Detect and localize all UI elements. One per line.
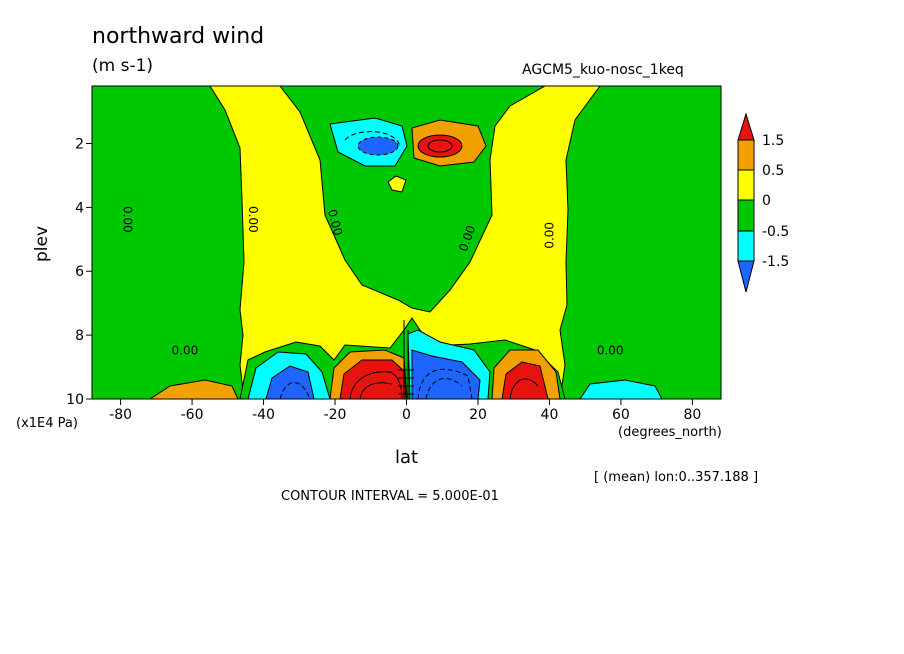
field-yellow-island bbox=[387, 175, 407, 193]
contour-field bbox=[92, 86, 721, 399]
y-tick-label: 6 bbox=[75, 264, 84, 280]
x-axis-label: lat bbox=[395, 447, 419, 468]
y-axis-unit: (x1E4 Pa) bbox=[16, 416, 78, 431]
field-orange-lower-left bbox=[149, 379, 239, 399]
colorbar-box bbox=[737, 199, 755, 232]
colorbar-label: 1.5 bbox=[762, 133, 784, 149]
field-green-north bbox=[559, 86, 721, 399]
x-tick-label: 20 bbox=[469, 407, 487, 423]
x-axis: -80 -60 -40 -20 0 20 40 60 80 bbox=[109, 399, 701, 423]
y-tick-label: 10 bbox=[66, 392, 84, 408]
contour-interval: CONTOUR INTERVAL = 5.000E-01 bbox=[281, 489, 499, 504]
y-tick-label: 2 bbox=[75, 136, 84, 152]
y-tick-label: 4 bbox=[75, 200, 84, 216]
field-blue-upper bbox=[357, 136, 399, 156]
field-cyan-lower-right bbox=[579, 379, 663, 399]
contour-label: 0.00 bbox=[172, 343, 199, 357]
contour-label: 0.00 bbox=[246, 206, 260, 233]
x-tick-label: 40 bbox=[541, 407, 559, 423]
x-tick-label: -80 bbox=[109, 407, 132, 423]
solid-contours bbox=[349, 139, 539, 399]
colorbar: 1.5 0.5 0 -0.5 -1.5 bbox=[737, 112, 789, 293]
y-axis: 2 4 6 8 10 bbox=[66, 136, 92, 408]
colorbar-label: -1.5 bbox=[762, 254, 789, 270]
x-tick-label: 60 bbox=[612, 407, 630, 423]
field-blue-lower-left bbox=[265, 365, 315, 399]
field-green-south bbox=[92, 86, 245, 399]
field-red-lower-right bbox=[501, 361, 549, 399]
x-tick-label: 80 bbox=[683, 407, 701, 423]
colorbar-box bbox=[737, 169, 755, 201]
x-tick-label: 0 bbox=[402, 407, 411, 423]
dataset-name: AGCM5_kuo-nosc_1keq bbox=[522, 62, 684, 78]
x-axis-unit: (degrees_north) bbox=[618, 425, 722, 440]
colorbar-label: 0.5 bbox=[762, 163, 784, 179]
x-tick-label: -20 bbox=[324, 407, 347, 423]
chart-units: (m s-1) bbox=[92, 56, 154, 76]
equator-hatch bbox=[398, 320, 414, 399]
contour-label: 0.00 bbox=[325, 208, 345, 237]
colorbar-cap-top bbox=[737, 112, 755, 141]
y-tick-label: 8 bbox=[75, 328, 84, 344]
dashed-contours bbox=[279, 131, 473, 399]
mean-note: [ (mean) lon:0..357.188 ] bbox=[594, 470, 759, 485]
contour-label: 0.00 bbox=[542, 222, 556, 249]
field-blue-lower-center bbox=[411, 349, 481, 399]
colorbar-cap-bottom bbox=[737, 260, 755, 293]
contour-label: 0.00 bbox=[597, 343, 624, 357]
colorbar-label: -0.5 bbox=[762, 224, 789, 240]
colorbar-label: 0 bbox=[762, 193, 771, 209]
colorbar-box bbox=[737, 230, 755, 262]
x-tick-label: -40 bbox=[252, 407, 275, 423]
contour-label: 0.00 bbox=[121, 206, 135, 233]
chart-title: northward wind bbox=[92, 24, 265, 49]
field-red-upper bbox=[417, 134, 463, 158]
field-red-lower-center bbox=[339, 359, 407, 399]
colorbar-box bbox=[737, 139, 755, 171]
x-tick-label: -60 bbox=[181, 407, 204, 423]
